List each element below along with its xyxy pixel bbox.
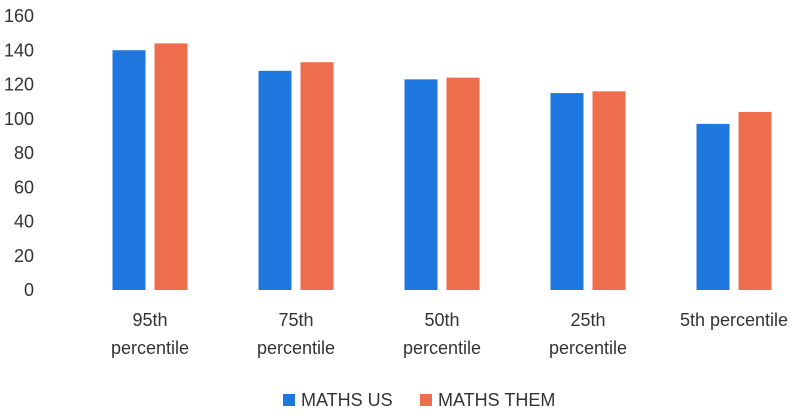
bar-maths-us <box>258 70 292 290</box>
x-tick-label: 75th percentile <box>257 310 335 358</box>
x-tick-label-line: 75th <box>278 310 313 330</box>
bar-maths-us <box>112 50 146 290</box>
bar-maths-them <box>592 91 626 290</box>
bar-maths-us <box>550 93 584 290</box>
y-tick-label: 120 <box>4 75 34 95</box>
bars <box>112 43 772 291</box>
y-tick-label: 80 <box>14 143 34 163</box>
x-tick-label-line: percentile <box>111 338 189 358</box>
legend: MATHS US MATHS THEM <box>283 390 555 410</box>
x-tick-label: 5th percentile <box>680 310 788 330</box>
bar-maths-them <box>446 77 480 291</box>
x-tick-label-line: 5th percentile <box>680 310 788 330</box>
y-tick-label: 140 <box>4 40 34 60</box>
x-tick-label: 25th percentile <box>549 310 627 358</box>
bar-maths-us <box>696 123 730 290</box>
y-tick-label: 60 <box>14 177 34 197</box>
y-axis: 0 20 40 60 80 100 120 140 160 <box>4 6 34 300</box>
y-tick-label: 0 <box>24 280 34 300</box>
x-tick-label-line: 95th <box>132 310 167 330</box>
x-tick-label-line: 50th <box>424 310 459 330</box>
x-tick-label: 95th percentile <box>111 310 189 358</box>
legend-swatch <box>283 394 295 406</box>
legend-swatch <box>420 394 432 406</box>
y-tick-label: 100 <box>4 109 34 129</box>
x-axis: 95th percentile 75th percentile 50th percenti… <box>111 310 788 358</box>
bar-maths-them <box>154 43 188 291</box>
bar-maths-us <box>404 79 438 290</box>
y-tick-label: 40 <box>14 212 34 232</box>
legend-label: MATHS THEM <box>438 390 555 410</box>
legend-label: MATHS US <box>301 390 393 410</box>
x-tick-label-line: percentile <box>257 338 335 358</box>
y-tick-label: 20 <box>14 246 34 266</box>
x-tick-label-line: 25th <box>570 310 605 330</box>
x-tick-label-line: percentile <box>403 338 481 358</box>
x-tick-label: 50th percentile <box>403 310 481 358</box>
y-tick-label: 160 <box>4 6 34 26</box>
x-tick-label-line: percentile <box>549 338 627 358</box>
bar-maths-them <box>300 62 334 290</box>
bar-maths-them <box>738 111 772 291</box>
